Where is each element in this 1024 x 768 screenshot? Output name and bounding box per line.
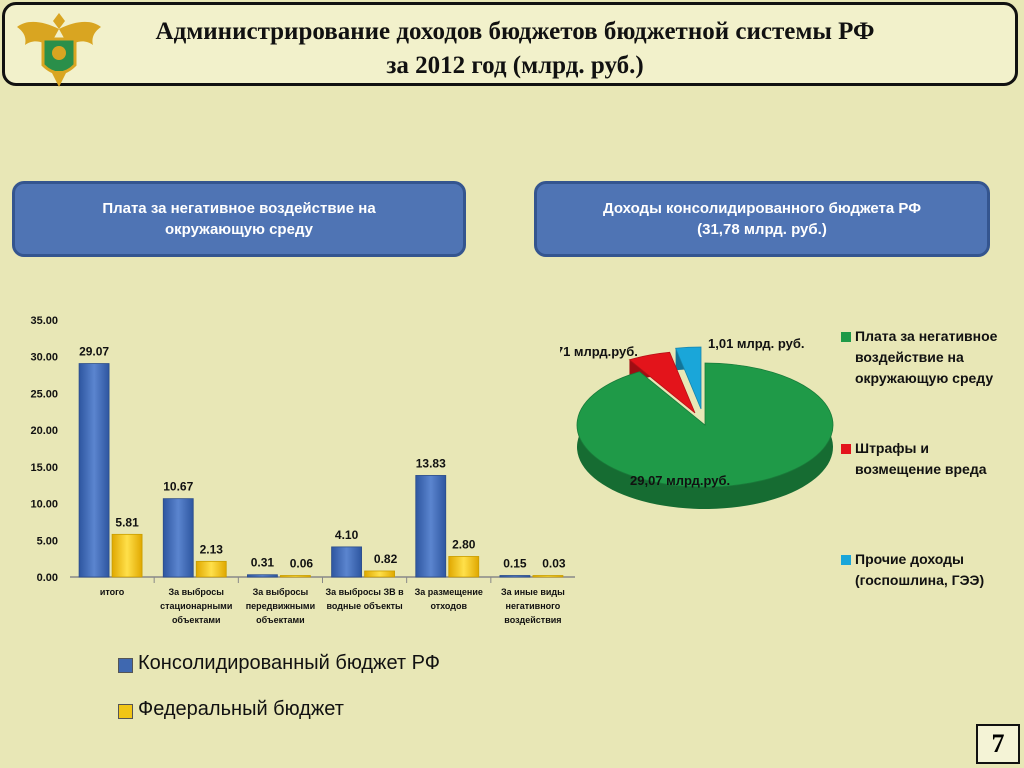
category-label-5-1: негативного [506, 601, 561, 611]
pie-slice-2 [675, 346, 702, 410]
pie-legend-other-line-1: Прочие доходы [855, 551, 964, 567]
y-tick-label-0: 0.00 [37, 572, 58, 584]
data-label-federal-2: 0.06 [290, 557, 314, 571]
data-label-consolidated-3: 4.10 [335, 528, 359, 542]
category-label-4-0: За размещение [415, 587, 483, 597]
bar-federal-0 [111, 533, 143, 578]
bar-consolidated-3 [331, 546, 362, 578]
title-box: Администрирование доходов бюджетов бюдже… [2, 2, 1018, 87]
data-label-federal-0: 5.81 [115, 515, 139, 529]
pie-legend-other: Прочие доходы (госпошлина, ГЭЭ) [855, 549, 984, 591]
y-tick-label-5: 25.00 [30, 388, 58, 400]
panel-left-line-1: Плата за негативное воздействие на [102, 200, 376, 217]
category-label-1-1: стационарными [160, 601, 232, 611]
data-label-consolidated-2: 0.31 [251, 556, 275, 570]
bar-federal-4 [448, 556, 480, 578]
category-label-3-0: За выбросы ЗВ в [325, 587, 404, 597]
bar-chart: 0.00 5.00 10.00 15.00 20.00 25.00 30.00 35.00 ит… [30, 315, 575, 625]
y-tick-label-7: 35.00 [30, 315, 58, 327]
panel-consolidated-budget: Доходы консолидированного бюджета РФ (31… [534, 181, 990, 257]
pie-legend-fines: Штрафы и возмещение вреда [855, 438, 987, 480]
pie-label-0: 29,07 млрд.руб. [630, 473, 730, 488]
y-tick-label-4: 20.00 [30, 425, 58, 437]
pie-legend-fines-line-1: Штрафы и [855, 440, 929, 456]
title-line-1: Администрирование доходов бюджетов бюдже… [155, 18, 875, 45]
category-label-1-2: объектами [172, 615, 221, 625]
data-label-consolidated-0: 29.07 [79, 345, 109, 359]
data-label-consolidated-4: 13.83 [416, 456, 446, 470]
pie-legend-fines-line-2: возмещение вреда [855, 461, 987, 477]
y-tick-label-2: 10.00 [30, 499, 58, 511]
category-label-2-1: передвижными [246, 601, 315, 611]
data-label-consolidated-1: 10.67 [163, 480, 193, 494]
y-tick-label-3: 15.00 [30, 462, 58, 474]
pie-chart: 29,07 млрд.руб. 1,71 млрд.руб. 1,01 млрд. … [560, 336, 834, 509]
legend-swatch-consolidated [118, 658, 133, 673]
pie-legend-swatch-fines [841, 444, 851, 454]
title-line-2: за 2012 год (млрд. руб.) [386, 52, 644, 79]
bar-federal-2 [280, 575, 311, 578]
legend-consolidated: Консолидированный бюджет РФ [138, 652, 440, 674]
category-label-5-2: воздействия [504, 615, 561, 625]
pie-label-1: 1,71 млрд.руб. [560, 344, 638, 359]
y-tick-label-1: 5.00 [37, 535, 58, 547]
data-label-federal-1: 2.13 [200, 542, 224, 556]
category-label-2-0: За выбросы [253, 587, 309, 597]
legend-federal: Федеральный бюджет [138, 698, 344, 720]
y-tick-label-6: 30.00 [30, 352, 58, 364]
pie-legend-swatch-other [841, 555, 851, 565]
pie-slice-1 [628, 351, 696, 414]
emblem-icon [17, 13, 101, 87]
panel-negative-impact: Плата за негативное воздействие на окруж… [12, 181, 466, 257]
legend-swatch-federal [118, 704, 133, 719]
pie-slice-0 [576, 362, 834, 488]
panel-right-line-2: (31,78 млрд. руб.) [697, 221, 827, 238]
bar-federal-5 [532, 575, 564, 578]
data-label-federal-3: 0.82 [374, 552, 398, 566]
panel-left-line-2: окружающую среду [164, 221, 313, 238]
category-label-4-1: отходов [430, 601, 467, 611]
pie-legend-fee-line-1: Плата за негативное [855, 328, 998, 344]
page-title: Администрирование доходов бюджетов бюдже… [105, 15, 925, 83]
pie-legend-fee: Плата за негативное воздействие на окруж… [855, 326, 997, 389]
bar-consolidated-2 [247, 574, 278, 578]
pie-legend-fee-line-3: окружающую среду [855, 370, 994, 386]
category-label-3-1: водные объекты [326, 601, 403, 611]
bar-consolidated-1 [162, 498, 194, 578]
category-label-5-0: За иные виды [501, 587, 565, 597]
category-label-2-2: объектами [256, 615, 305, 625]
bar-consolidated-5 [499, 575, 531, 578]
category-label-0-0: итого [100, 587, 125, 597]
data-label-consolidated-5: 0.15 [503, 557, 527, 571]
pie-legend-fee-line-2: воздействие на [855, 349, 964, 365]
pie-legend-swatch-fee [841, 332, 851, 342]
data-label-federal-4: 2.80 [452, 537, 476, 551]
pie-legend-other-line-2: (госпошлина, ГЭЭ) [855, 572, 985, 588]
pie-label-2: 1,01 млрд. руб. [708, 336, 805, 351]
bar-consolidated-0 [78, 363, 110, 578]
bar-consolidated-4 [415, 475, 447, 578]
bar-federal-3 [364, 570, 395, 578]
data-label-federal-5: 0.03 [542, 557, 566, 571]
bar-federal-1 [195, 560, 227, 578]
category-label-1-0: За выбросы [169, 587, 225, 597]
panel-right-line-1: Доходы консолидированного бюджета РФ [602, 200, 922, 217]
page-number: 7 [976, 724, 1020, 764]
